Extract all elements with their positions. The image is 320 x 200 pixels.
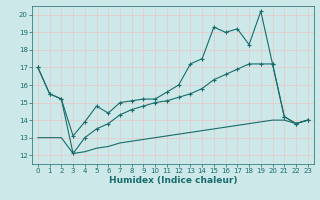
X-axis label: Humidex (Indice chaleur): Humidex (Indice chaleur) (108, 176, 237, 185)
